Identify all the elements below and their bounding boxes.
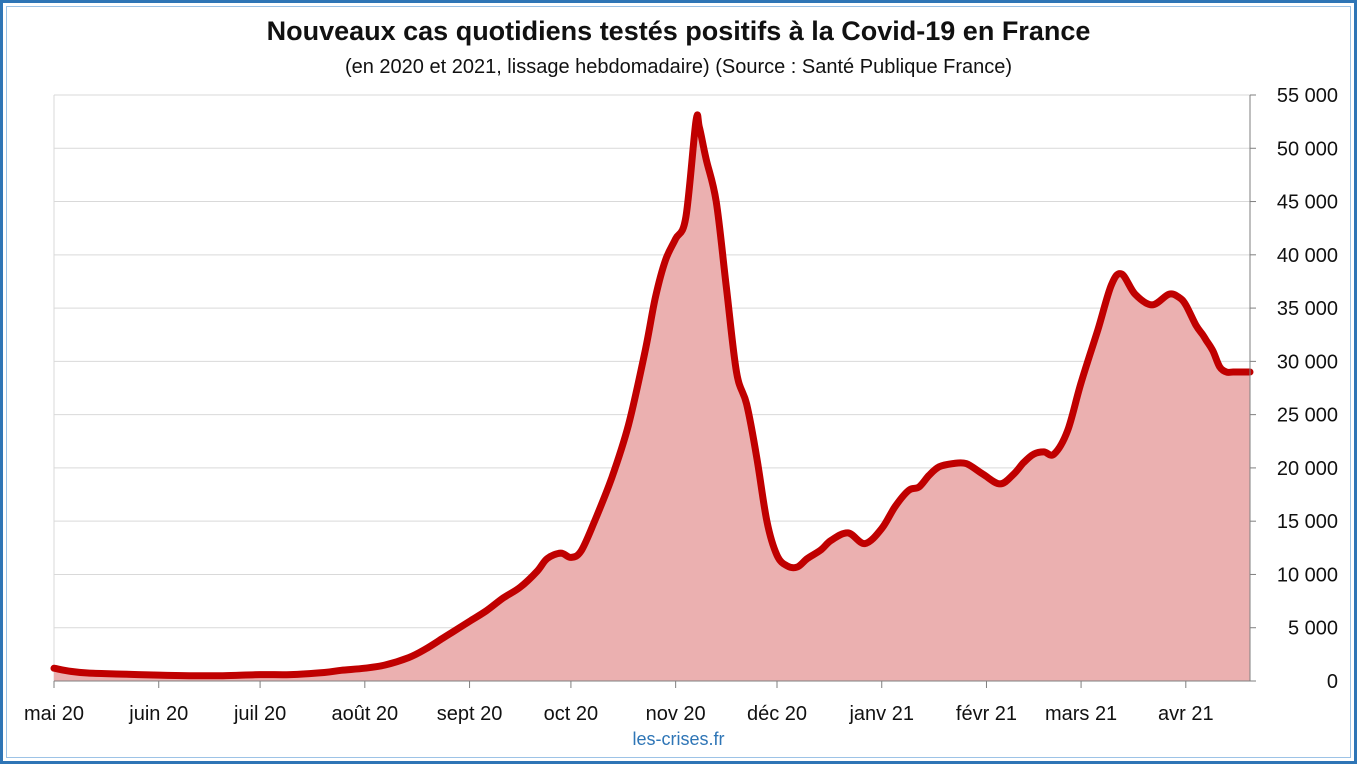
- x-tick-label: juil 20: [233, 703, 286, 725]
- y-tick-label: 20 000: [1277, 458, 1338, 480]
- y-tick-label: 10 000: [1277, 564, 1338, 586]
- x-tick-label: nov 20: [646, 703, 706, 725]
- axes: [53, 94, 1256, 688]
- x-tick-label: mai 20: [24, 703, 84, 725]
- x-tick-label: févr 21: [956, 703, 1017, 725]
- x-tick-label: oct 20: [544, 703, 598, 725]
- source-label: les-crises.fr: [632, 729, 725, 749]
- y-tick-label: 35 000: [1277, 298, 1338, 320]
- chart-title: Nouveaux cas quotidiens testés positifs …: [266, 16, 1091, 46]
- x-tick-label: juin 20: [128, 703, 188, 725]
- chart-subtitle: (en 2020 et 2021, lissage hebdomadaire) …: [344, 56, 1013, 78]
- y-tick-label: 50 000: [1277, 138, 1338, 160]
- y-tick-label: 30 000: [1277, 351, 1338, 373]
- y-tick-label: 55 000: [1277, 85, 1338, 107]
- y-tick-labels: 0 5 000 10 000 15 000 20 000 25 000 30 000 35 0…: [1277, 85, 1338, 693]
- y-tick-label: 45 000: [1277, 192, 1338, 214]
- x-tick-label: août 20: [331, 703, 398, 725]
- x-tick-label: avr 21: [1158, 703, 1214, 725]
- x-tick-label: déc 20: [747, 703, 807, 725]
- area-layer: [50, 111, 1254, 682]
- x-tick-label: sept 20: [437, 703, 503, 725]
- series-area-fill: [54, 114, 1250, 682]
- x-tick-label: mars 21: [1045, 703, 1117, 725]
- y-tick-label: 0: [1327, 671, 1338, 693]
- y-tick-label: 15 000: [1277, 511, 1338, 533]
- series-line: [50, 111, 1254, 680]
- x-tick-labels: mai 20 juin 20 juil 20 août 20 sept 20 oct 20…: [24, 703, 1214, 725]
- y-tick-label: 25 000: [1277, 405, 1338, 427]
- chart-inner-frame: [6, 6, 1351, 758]
- y-tick-label: 5 000: [1288, 618, 1338, 640]
- y-tick-label: 40 000: [1277, 245, 1338, 267]
- x-tick-label: janv 21: [848, 703, 914, 725]
